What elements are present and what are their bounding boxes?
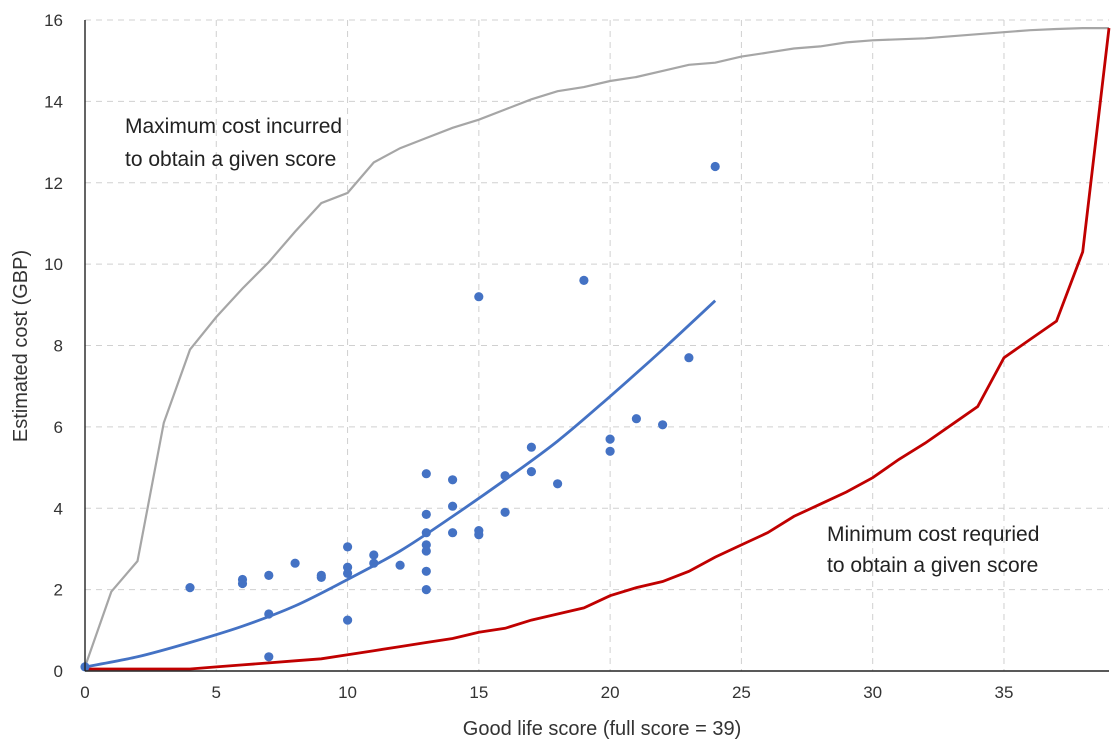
x-tick-label: 35 [995, 683, 1014, 702]
scatter-point [421, 469, 431, 479]
scatter-point [448, 501, 458, 511]
scatter-point [290, 558, 300, 568]
y-tick-label: 0 [54, 662, 63, 681]
min-cost-line [85, 27, 1111, 671]
y-tick-label: 2 [54, 581, 63, 600]
x-tick-label: 20 [601, 683, 620, 702]
scatter-point [264, 609, 274, 619]
scatter-point [448, 475, 458, 485]
trend-line [84, 299, 717, 669]
max-cost-line [83, 27, 1109, 668]
max-annotation-line-1: Maximum cost incurred [125, 115, 342, 138]
y-tick-label: 6 [54, 418, 63, 437]
max-annotation: Maximum cost incurred to obtain a given … [125, 115, 348, 171]
x-tick-label: 0 [80, 683, 89, 702]
scatter-point [710, 161, 720, 172]
min-annotation-line-1: Minimum cost requried [827, 523, 1039, 546]
scatter-point [421, 509, 431, 519]
x-tick-label: 25 [732, 683, 751, 702]
y-tick-label: 10 [44, 255, 63, 274]
y-tick-label: 4 [54, 499, 63, 518]
y-tick-label: 12 [44, 174, 63, 193]
x-tick-label: 15 [469, 683, 488, 702]
scatter-point [500, 507, 510, 517]
scatter-point [421, 528, 431, 538]
scatter-point [421, 546, 431, 556]
axes [84, 20, 1109, 672]
scatter-point [343, 568, 353, 579]
scatter-point [579, 275, 589, 285]
x-tick-label: 30 [863, 683, 882, 702]
scatter-point [684, 353, 694, 363]
scatter-point [395, 560, 405, 570]
min-annotation-line-2: to obtain a given score [827, 554, 1038, 577]
min-annotation: Minimum cost requried to obtain a given … [827, 523, 1045, 577]
tick-labels: 0 5 10 15 20 25 30 35 0 2 4 6 8 10 12 14 16 [44, 11, 1013, 702]
scatter-point [316, 572, 326, 583]
scatter-point [185, 583, 195, 593]
scatter-point [631, 414, 642, 424]
scatter-point [474, 530, 484, 540]
scatter-point [526, 442, 537, 452]
y-tick-label: 8 [54, 337, 63, 356]
scatter-points [80, 161, 720, 672]
x-tick-label: 10 [338, 683, 357, 702]
scatter-point [421, 585, 431, 595]
scatter-point [474, 292, 484, 302]
y-tick-label: 14 [44, 92, 63, 111]
y-axis-title: Estimated cost (GBP) [10, 250, 32, 442]
x-axis-title: Good life score (full score = 39) [463, 718, 741, 740]
scatter-point [605, 446, 615, 456]
scatter-point [343, 615, 353, 625]
scatter-point [553, 479, 563, 489]
x-tick-label: 5 [212, 683, 221, 702]
grid [85, 19, 1109, 671]
scatter-point [526, 467, 537, 477]
max-annotation-line-2: to obtain a given score [125, 148, 336, 171]
scatter-point [369, 558, 379, 568]
scatter-point [448, 528, 458, 538]
scatter-point [264, 570, 274, 581]
scatter-point [343, 542, 353, 552]
scatter-point [264, 652, 274, 662]
scatter-point [237, 578, 248, 589]
scatter-point [421, 566, 431, 576]
scatter-point [605, 434, 615, 444]
y-tick-label: 16 [44, 11, 63, 30]
plot-area [80, 27, 1111, 672]
scatter-point [658, 420, 668, 430]
scatter-point [500, 471, 510, 481]
scatter-point [369, 550, 379, 560]
